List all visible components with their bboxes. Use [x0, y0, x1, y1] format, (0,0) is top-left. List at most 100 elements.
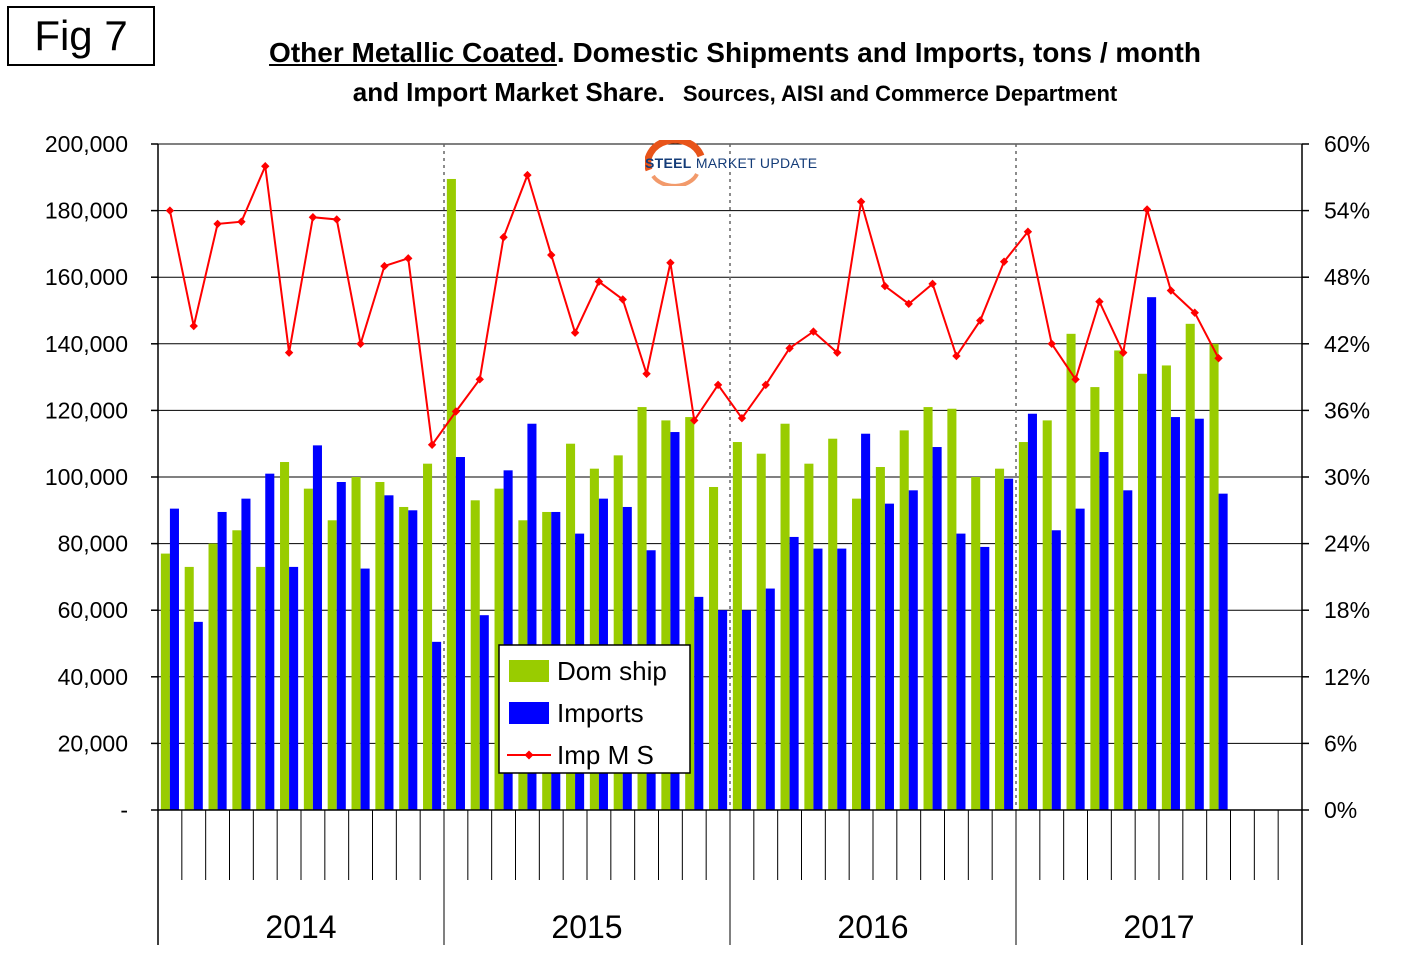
imports-bar — [813, 548, 823, 810]
imports-bar — [765, 588, 775, 810]
market-share-point — [380, 261, 389, 271]
imports-bar — [789, 536, 799, 810]
steel-market-update-logo: STEEL MARKET UPDATE — [645, 140, 845, 186]
chart-sources: Sources, AISI and Commerce Department — [682, 81, 1118, 106]
market-share-point — [1166, 286, 1176, 295]
market-share-point — [427, 440, 437, 450]
imports-bar — [503, 470, 513, 810]
imports-bar — [861, 433, 871, 810]
dom-ship-bar — [804, 463, 814, 810]
dom-ship-bar — [732, 442, 742, 810]
market-share-point — [666, 258, 675, 267]
dom-ship-bar — [256, 566, 266, 810]
dom-ship-bar — [303, 488, 313, 810]
imports-bar — [169, 508, 179, 810]
imports-bar — [432, 641, 442, 810]
logo-word-market-update: MARKET UPDATE — [695, 155, 818, 171]
imports-bar — [1170, 417, 1180, 810]
right-tick-label: 24% — [1324, 531, 1370, 557]
imports-bar — [908, 490, 918, 810]
right-tick-label: 0% — [1324, 797, 1357, 823]
left-tick-label: 60,000 — [58, 597, 128, 623]
market-share-point — [928, 279, 937, 289]
imports-bar — [932, 447, 942, 810]
market-share-point — [404, 254, 413, 263]
left-tick-label: - — [120, 797, 128, 823]
imports-bar — [1027, 413, 1037, 810]
legend-label-imports: Imports — [557, 698, 644, 728]
legend-label-imp-ms: Imp M S — [557, 740, 654, 770]
imports-bar — [193, 621, 203, 810]
dom-ship-bar — [232, 530, 242, 810]
market-share-point — [499, 233, 508, 242]
market-share-point — [1023, 227, 1033, 236]
market-share-point — [713, 380, 723, 390]
dom-ship-bar — [327, 520, 337, 810]
imports-bar — [336, 481, 346, 810]
imports-bar — [360, 568, 370, 810]
market-share-point — [523, 170, 532, 180]
left-tick-label: 160,000 — [45, 264, 128, 290]
market-share-point — [833, 348, 842, 357]
market-share-point — [213, 219, 222, 229]
imports-bar — [884, 503, 894, 810]
market-share-point — [475, 375, 484, 384]
dom-ship-bar — [446, 178, 456, 811]
imports-bar — [980, 546, 990, 810]
market-share-point — [1047, 339, 1056, 348]
dom-ship-bar — [160, 553, 170, 810]
chart-title-line-1: Other Metallic Coated. Domestic Shipment… — [150, 37, 1320, 69]
right-tick-label: 30% — [1324, 464, 1370, 490]
imports-bar — [1075, 508, 1085, 810]
chart-title-line-2: and Import Market Share. Sources, AISI an… — [150, 77, 1320, 108]
legend-marker-imp-ms — [524, 750, 534, 760]
left-tick-label: 180,000 — [45, 198, 128, 224]
imports-bar — [455, 457, 465, 810]
imports-bar — [265, 473, 275, 810]
axes: - 20,000 40,000 60,000 80,000 100,000 120,000 1… — [45, 131, 1370, 945]
dom-ship-bar — [971, 477, 981, 810]
dom-ship-bar — [1042, 420, 1052, 810]
right-tick-label: 12% — [1324, 664, 1370, 690]
legend-swatch-imports — [509, 702, 549, 724]
dom-ship-bar — [423, 463, 433, 810]
year-label: 2016 — [837, 909, 908, 945]
imports-bar — [217, 511, 227, 810]
dom-ship-bar — [875, 467, 885, 810]
right-tick-label: 60% — [1324, 131, 1370, 157]
imports-bar — [408, 510, 418, 810]
year-label: 2017 — [1123, 909, 1194, 945]
left-tick-label: 200,000 — [45, 131, 128, 157]
market-share-point — [809, 327, 818, 336]
market-share-point — [856, 197, 866, 206]
chart-subtitle: and Import Market Share. — [352, 77, 665, 107]
left-tick-label: 100,000 — [45, 464, 128, 490]
legend-label-dom-ship: Dom ship — [557, 656, 667, 686]
imports-bar — [1099, 452, 1109, 810]
year-label: 2014 — [265, 909, 336, 945]
imports-bar — [1147, 297, 1157, 810]
dom-ship-bar — [566, 443, 576, 810]
right-tick-label: 54% — [1324, 198, 1370, 224]
dom-ship-bar — [780, 423, 790, 810]
right-tick-label: 48% — [1324, 264, 1370, 290]
imports-bar — [527, 423, 537, 810]
market-share-point — [261, 162, 270, 171]
market-share-point — [594, 277, 604, 286]
imports-bar — [956, 533, 966, 810]
dom-ship-bar — [661, 420, 671, 810]
dom-ship-bar — [1114, 350, 1124, 810]
market-share-point — [165, 206, 175, 215]
dom-ship-bar — [899, 430, 909, 810]
dom-ship-bar — [184, 566, 194, 810]
imports-bar — [718, 610, 728, 810]
market-share-point — [952, 351, 961, 361]
market-share-line — [165, 162, 1223, 450]
imports-bar — [837, 548, 847, 810]
logo-text: STEEL MARKET UPDATE — [645, 155, 817, 171]
dom-ship-bar — [947, 408, 957, 810]
imports-bar — [241, 498, 251, 810]
market-share-point — [1190, 308, 1199, 317]
left-tick-label: 20,000 — [58, 730, 128, 756]
